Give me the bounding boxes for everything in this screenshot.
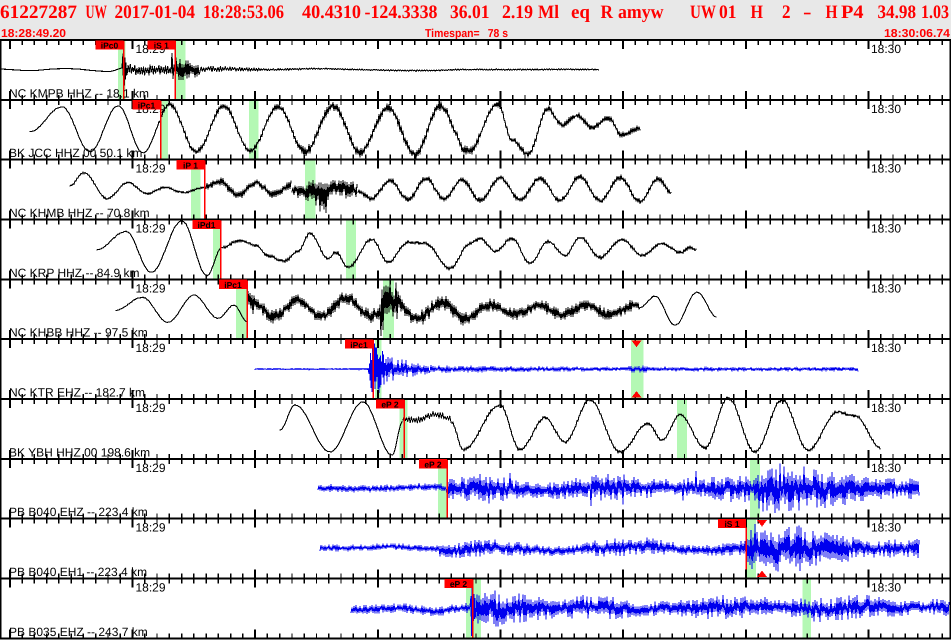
svg-text:18:30: 18:30	[871, 222, 901, 236]
svg-text:18:28:53.06: 18:28:53.06	[203, 2, 284, 23]
svg-text:18:29: 18:29	[136, 222, 166, 236]
svg-text:amyw: amyw	[618, 2, 664, 23]
svg-text:18:28:49.20: 18:28:49.20	[1, 28, 66, 40]
svg-text:iPc1: iPc1	[224, 280, 242, 290]
svg-text:36.01: 36.01	[450, 2, 490, 23]
svg-text:01: 01	[719, 2, 737, 23]
svg-text:NC KHMB HHZ -- 70.8 km: NC KHMB HHZ -- 70.8 km	[9, 206, 150, 220]
svg-text:18:29: 18:29	[136, 521, 166, 535]
svg-text:eP 2: eP 2	[424, 459, 442, 469]
svg-text:NC KRP HHZ -- 84.9 km: NC KRP HHZ -- 84.9 km	[9, 266, 139, 280]
svg-text:2: 2	[782, 2, 791, 23]
svg-text:18:29: 18:29	[136, 341, 166, 355]
svg-text:iS 1: iS 1	[154, 41, 169, 51]
svg-text:eP 2: eP 2	[450, 579, 468, 589]
svg-text:18:29: 18:29	[136, 162, 166, 176]
svg-text:18:30: 18:30	[871, 521, 901, 535]
svg-text:eq: eq	[571, 2, 590, 23]
svg-text:1.03: 1.03	[921, 2, 949, 23]
svg-text:18:30: 18:30	[871, 581, 901, 595]
svg-text:iPc1: iPc1	[350, 340, 368, 350]
svg-text:18:29: 18:29	[136, 281, 166, 295]
svg-text:18:30: 18:30	[871, 42, 901, 56]
svg-text:iPc0: iPc0	[101, 41, 119, 51]
svg-text:18:30: 18:30	[871, 401, 901, 415]
svg-text:BK YBH HHZ 00 198.6 km: BK YBH HHZ 00 198.6 km	[9, 445, 150, 459]
svg-text:UW: UW	[690, 2, 716, 23]
svg-text:H: H	[826, 2, 838, 23]
svg-text:BK JCC HHZ 00 50.1 km: BK JCC HHZ 00 50.1 km	[9, 146, 142, 160]
svg-text:18:30: 18:30	[871, 461, 901, 475]
svg-text:18:30: 18:30	[871, 341, 901, 355]
svg-text:18:29: 18:29	[136, 581, 166, 595]
svg-text:Timespan= 78 s: Timespan= 78 s	[425, 28, 508, 40]
svg-text:-: -	[803, 2, 812, 23]
svg-text:18:29: 18:29	[136, 401, 166, 415]
svg-text:18:29: 18:29	[136, 461, 166, 475]
svg-text:R: R	[601, 2, 614, 23]
svg-text:PB B040 EH1 -- 223.4 km: PB B040 EH1 -- 223.4 km	[9, 565, 147, 579]
svg-text:18:30: 18:30	[871, 162, 901, 176]
svg-text:PB B040 EHZ -- 223.4 km: PB B040 EHZ -- 223.4 km	[9, 505, 148, 519]
svg-text:P4: P4	[841, 2, 864, 23]
svg-text:iS 1: iS 1	[724, 519, 739, 529]
svg-text:34.98: 34.98	[878, 2, 917, 23]
svg-text:iP 1: iP 1	[183, 160, 198, 170]
svg-text:61227287: 61227287	[0, 2, 78, 23]
svg-text:NC KHBB HHZ -- 97.5 km: NC KHBB HHZ -- 97.5 km	[9, 326, 148, 340]
svg-text:eP 2: eP 2	[381, 400, 399, 410]
svg-text:H: H	[751, 2, 764, 23]
svg-text:18:30:06.74: 18:30:06.74	[884, 28, 951, 40]
svg-text:Ml: Ml	[538, 2, 559, 23]
svg-text:NC KMPB HHZ -- 18.1 km: NC KMPB HHZ -- 18.1 km	[9, 86, 149, 100]
svg-text:iPd1: iPd1	[198, 220, 216, 230]
svg-text:PB B035 EHZ -- 243.7 km: PB B035 EHZ -- 243.7 km	[9, 625, 148, 639]
svg-text:18:30: 18:30	[871, 102, 901, 116]
svg-text:40.4310: 40.4310	[302, 2, 361, 23]
svg-text:2.19: 2.19	[502, 2, 533, 23]
svg-text:NC KTR EHZ -- 182.7 km: NC KTR EHZ -- 182.7 km	[9, 386, 145, 400]
svg-text:iPc1: iPc1	[138, 100, 156, 110]
svg-text:UW: UW	[86, 2, 108, 23]
svg-text:-124.3338: -124.3338	[365, 2, 438, 23]
svg-text:2017-01-04: 2017-01-04	[115, 2, 196, 23]
svg-text:18:30: 18:30	[871, 281, 901, 295]
